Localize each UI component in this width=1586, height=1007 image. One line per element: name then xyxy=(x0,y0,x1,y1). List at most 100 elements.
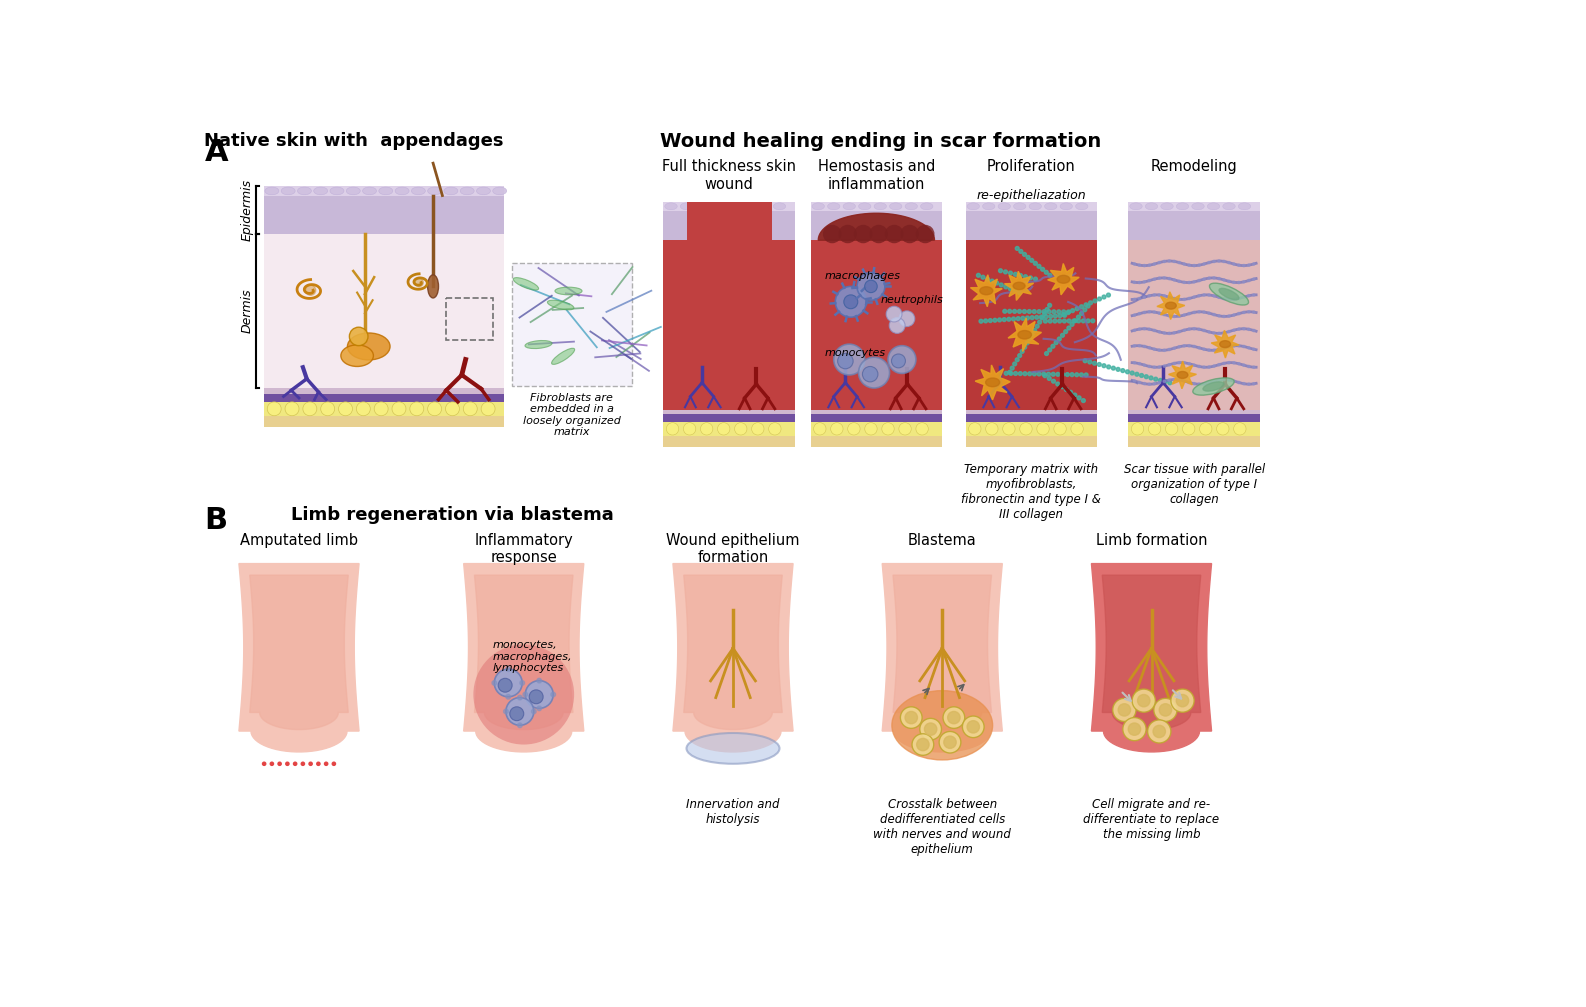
Circle shape xyxy=(1044,374,1047,378)
Circle shape xyxy=(1237,382,1240,384)
Bar xyxy=(1078,210,1098,241)
Circle shape xyxy=(1126,370,1129,374)
Circle shape xyxy=(523,692,528,697)
Circle shape xyxy=(1058,337,1061,341)
Circle shape xyxy=(1228,379,1231,381)
Circle shape xyxy=(1023,275,1028,279)
Circle shape xyxy=(1117,368,1120,372)
Circle shape xyxy=(1139,344,1140,346)
Bar xyxy=(1128,210,1259,241)
Circle shape xyxy=(1132,689,1155,712)
Circle shape xyxy=(1145,375,1148,379)
Text: Fibroblasts are
embedded in a
loosely organized
matrix: Fibroblasts are embedded in a loosely or… xyxy=(523,393,620,437)
Circle shape xyxy=(1248,328,1250,330)
Circle shape xyxy=(1077,319,1080,323)
Circle shape xyxy=(1023,309,1026,313)
Circle shape xyxy=(769,423,780,435)
Circle shape xyxy=(1188,344,1191,346)
Ellipse shape xyxy=(998,202,1010,209)
Circle shape xyxy=(1153,311,1156,313)
Circle shape xyxy=(1218,296,1220,298)
Circle shape xyxy=(998,318,1001,322)
Circle shape xyxy=(1028,337,1031,340)
Bar xyxy=(663,241,795,410)
Ellipse shape xyxy=(330,187,344,194)
Circle shape xyxy=(1197,366,1201,368)
Bar xyxy=(810,422,942,436)
Circle shape xyxy=(1056,382,1059,386)
Circle shape xyxy=(331,761,336,766)
Circle shape xyxy=(1183,281,1185,283)
Circle shape xyxy=(1153,383,1156,385)
Circle shape xyxy=(1248,383,1250,386)
Circle shape xyxy=(1015,357,1020,362)
Circle shape xyxy=(1144,345,1145,347)
Circle shape xyxy=(1082,399,1085,403)
Circle shape xyxy=(1223,297,1224,300)
Circle shape xyxy=(301,761,305,766)
Circle shape xyxy=(1155,698,1177,721)
Circle shape xyxy=(1029,276,1032,280)
Circle shape xyxy=(1083,308,1086,312)
Circle shape xyxy=(1183,298,1185,300)
Circle shape xyxy=(1158,349,1161,351)
Circle shape xyxy=(1159,704,1172,716)
Circle shape xyxy=(1042,312,1047,315)
Circle shape xyxy=(1163,365,1166,368)
Polygon shape xyxy=(882,564,1002,752)
Circle shape xyxy=(1197,295,1201,297)
Circle shape xyxy=(994,281,999,285)
Circle shape xyxy=(538,679,541,683)
Circle shape xyxy=(1029,259,1034,262)
Circle shape xyxy=(1163,260,1166,263)
Ellipse shape xyxy=(726,202,739,209)
Circle shape xyxy=(498,679,512,692)
Circle shape xyxy=(1202,311,1205,313)
Circle shape xyxy=(1228,298,1231,300)
Circle shape xyxy=(1098,297,1101,301)
Circle shape xyxy=(1040,268,1045,271)
Circle shape xyxy=(1183,380,1185,383)
Circle shape xyxy=(1018,274,1023,277)
Bar xyxy=(810,436,942,446)
Circle shape xyxy=(734,423,747,435)
Circle shape xyxy=(1243,364,1245,367)
Bar xyxy=(810,210,942,241)
Text: Dermis: Dermis xyxy=(239,289,254,333)
Circle shape xyxy=(1183,263,1185,265)
Circle shape xyxy=(1045,351,1048,355)
Circle shape xyxy=(1021,316,1025,320)
Circle shape xyxy=(985,277,990,281)
Circle shape xyxy=(1158,330,1161,333)
Ellipse shape xyxy=(758,202,771,209)
Circle shape xyxy=(915,225,934,244)
Circle shape xyxy=(1209,349,1210,351)
Ellipse shape xyxy=(680,202,693,209)
Circle shape xyxy=(856,273,885,300)
Polygon shape xyxy=(684,575,782,729)
Circle shape xyxy=(1134,380,1136,382)
Circle shape xyxy=(1169,296,1170,298)
Ellipse shape xyxy=(493,187,506,194)
Bar xyxy=(265,186,504,195)
Circle shape xyxy=(357,402,370,416)
Circle shape xyxy=(1153,263,1156,265)
Circle shape xyxy=(550,692,555,697)
Circle shape xyxy=(349,327,368,345)
Circle shape xyxy=(1193,345,1196,347)
Circle shape xyxy=(1144,311,1145,313)
Circle shape xyxy=(1042,373,1045,376)
Circle shape xyxy=(1218,314,1220,317)
Circle shape xyxy=(1218,332,1220,334)
Circle shape xyxy=(1174,331,1175,334)
Circle shape xyxy=(1218,348,1220,350)
Circle shape xyxy=(1193,327,1196,330)
Circle shape xyxy=(1018,353,1021,357)
Ellipse shape xyxy=(555,287,582,295)
Circle shape xyxy=(1158,294,1161,296)
Circle shape xyxy=(888,345,915,374)
Circle shape xyxy=(1139,297,1140,300)
Circle shape xyxy=(1121,369,1124,373)
Circle shape xyxy=(1061,310,1066,314)
Circle shape xyxy=(262,761,266,766)
